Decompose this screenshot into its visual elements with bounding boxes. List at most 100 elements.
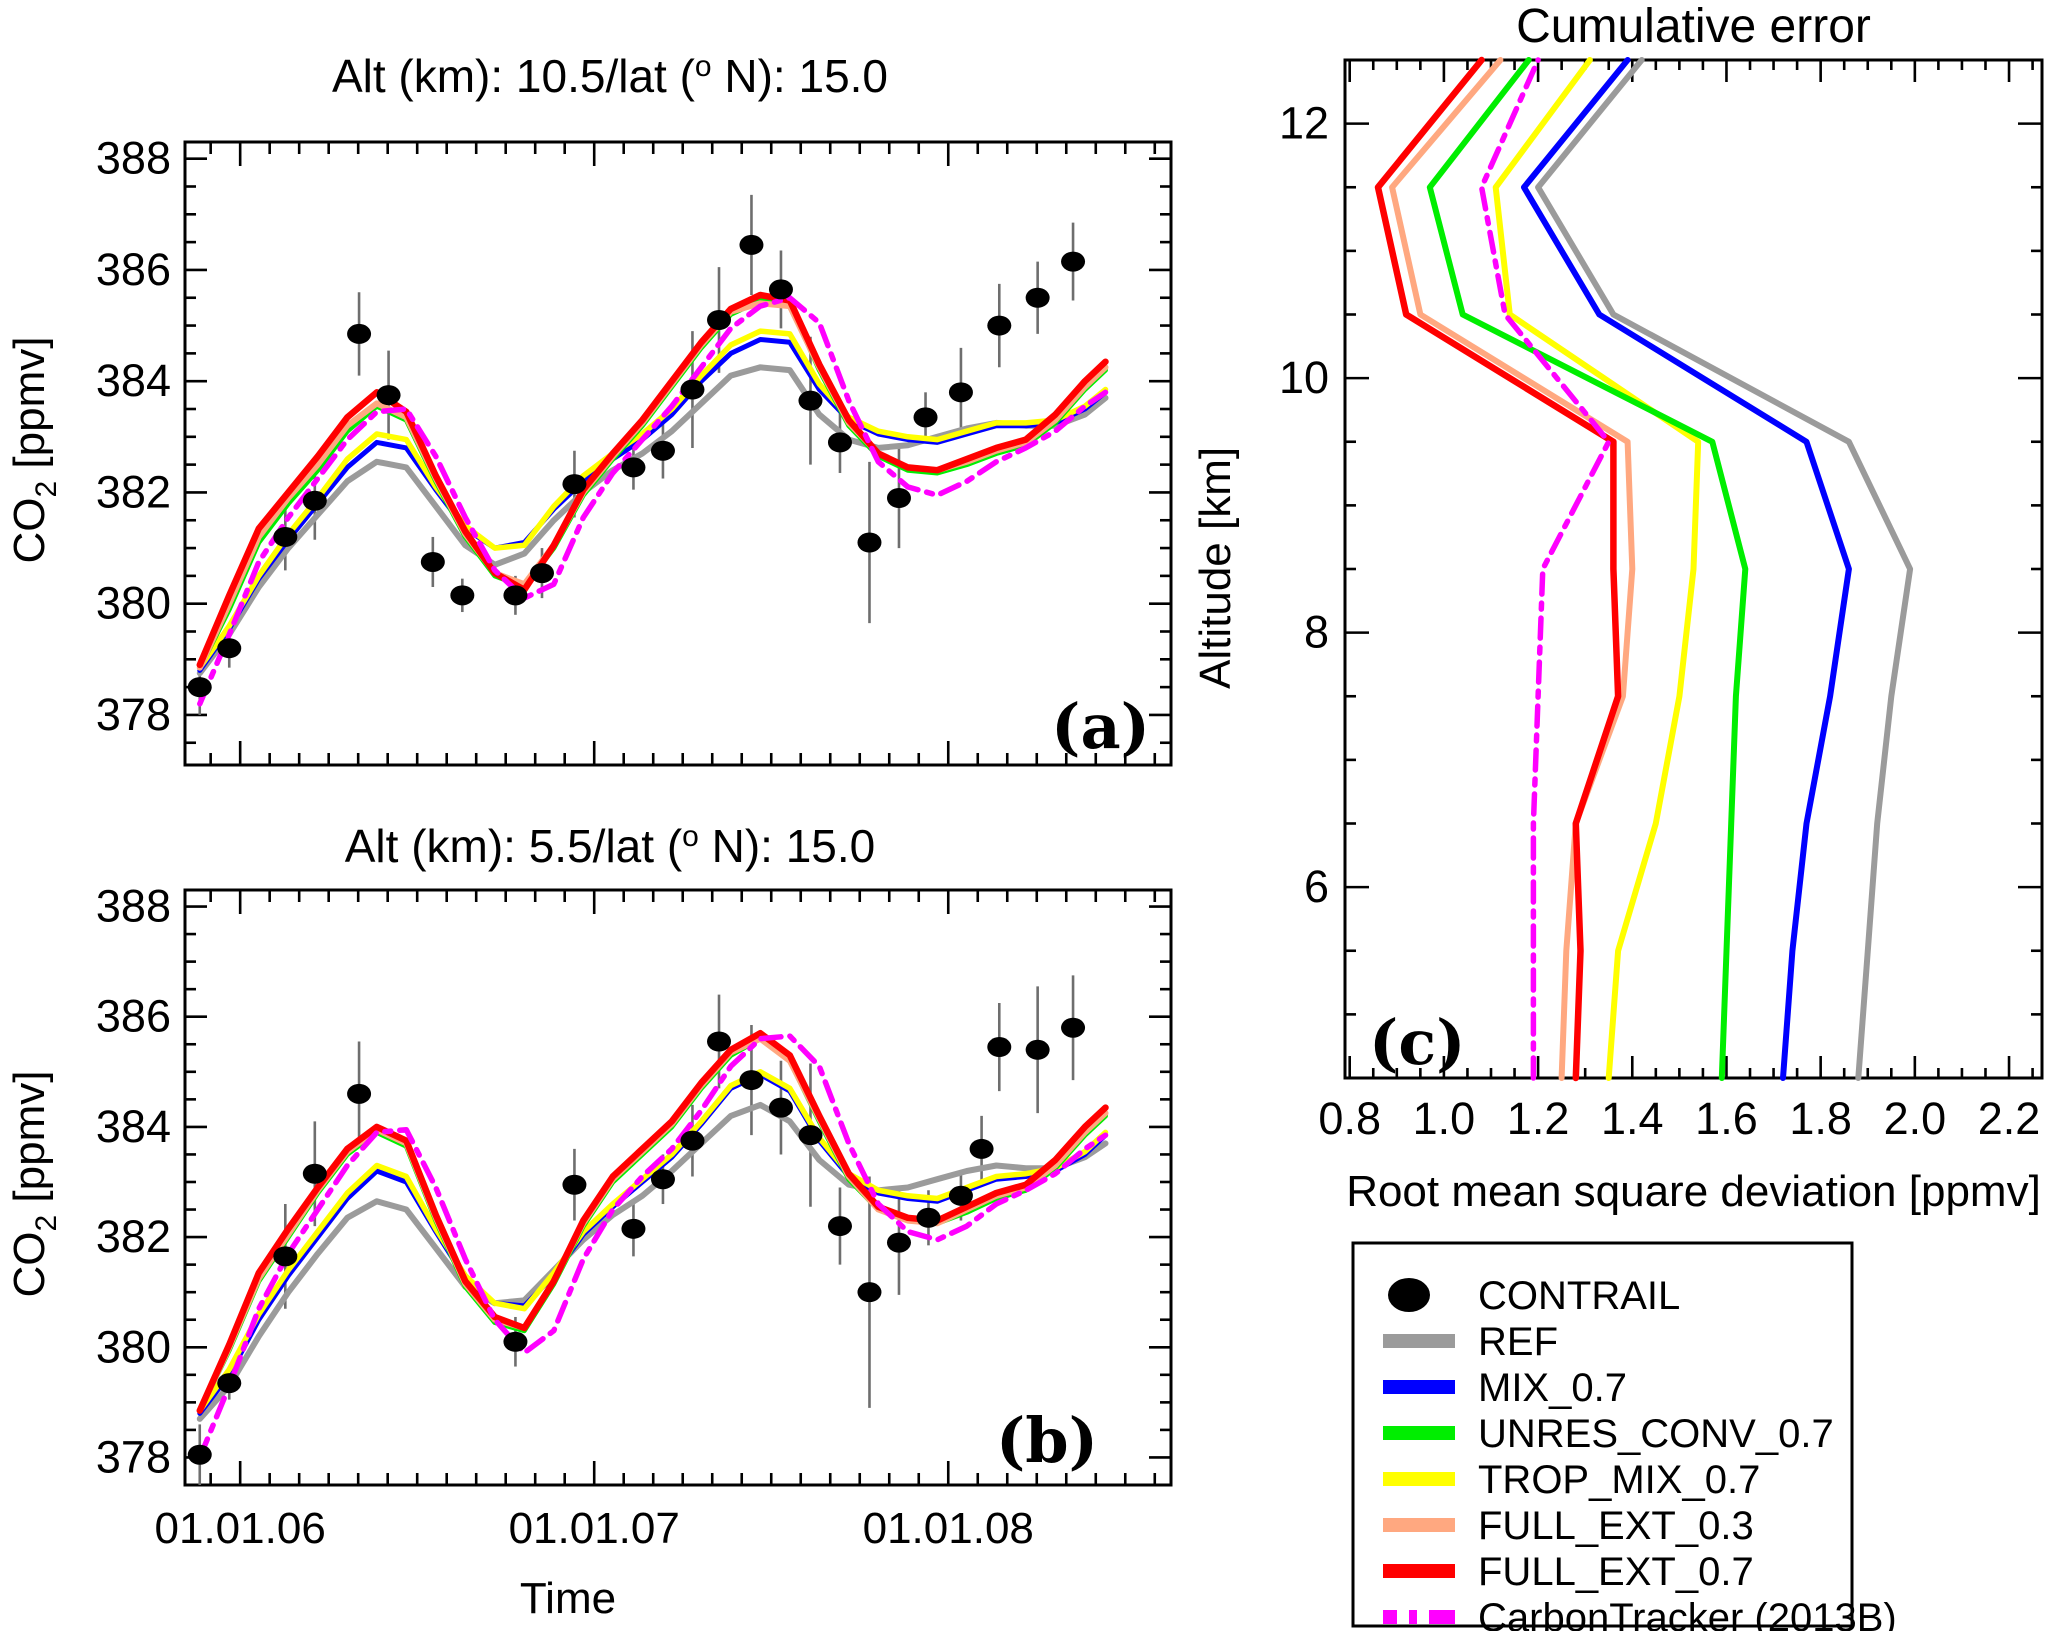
plot-frame [183,888,1173,1487]
legend-marker-dot [1388,1278,1430,1312]
y-axis-label: Altitude [km] [1191,447,1240,689]
contrail-point [987,315,1012,336]
y-tick-label: 10 [1279,352,1329,403]
contrail-point [987,1037,1012,1058]
x-axis-label: Time [520,1574,616,1623]
profile-line-MIX_0.7 [1521,57,1852,1081]
legend-marker-dashdot [1383,1610,1397,1624]
y-tick-label: 380 [96,1321,171,1372]
legend-item-label: FULL_EXT_0.3 [1478,1504,1754,1548]
legend-item-label: UNRES_CONV_0.7 [1478,1412,1834,1456]
plot-frame [183,140,1173,767]
y-tick-label: 6 [1304,861,1329,912]
x-tick-label: 01.01.07 [509,1504,680,1553]
contrail-point [187,1444,212,1465]
contrail-point [273,1246,298,1267]
x-tick-label: 01.01.06 [155,1504,326,1553]
contrail-point [302,490,327,511]
x-tick-label: 01.01.08 [863,1504,1034,1553]
contrail-point [857,1282,882,1303]
panel-title: Cumulative error [1516,0,1871,53]
model-line-MIX_0.7 [197,1072,1108,1416]
contrail-point [621,457,646,478]
model-line-REF [196,1101,1109,1422]
contrail-point [768,279,793,300]
panel-b: 01.01.06 01.01.07 01.01.08 378 380 382 384 386 3… [5,820,1173,1623]
model-line-FULL_EXT_0.7 [196,291,1109,669]
legend-item-label: TROP_MIX_0.7 [1478,1458,1760,1502]
contrail-point [739,234,764,255]
contrail-point [302,1163,327,1184]
contrail-point [376,385,401,406]
y-tick-label: 12 [1279,98,1329,149]
contrail-point [529,563,554,584]
x-tick-label: 0.8 [1318,1093,1381,1144]
y-tick-label: 388 [96,881,171,932]
contrail-point [913,407,938,428]
contrail-point [798,1125,823,1146]
contrail-point [420,551,445,572]
contrail-point [450,585,475,606]
contrail-point [948,382,973,403]
panel-title: Alt (km): 10.5/lat (o N): 15.0 [332,50,888,102]
profile-line-FULL_EXT_0.3 [1389,57,1636,1081]
legend-item-label: CONTRAIL [1478,1274,1680,1318]
y-axis-label: CO2 [ppmv] [5,337,63,564]
profile-line-CarbonTracker (2013B) [1478,57,1612,1081]
contrail-point [621,1218,646,1239]
panel-corner-label: (a) [1051,690,1150,763]
contrail-point [707,1031,732,1052]
legend-item-label: MIX_0.7 [1478,1366,1627,1410]
contrail-point [347,323,372,344]
legend-marker-line [1383,1472,1455,1486]
panel-corner-label: (c) [1369,1006,1465,1079]
legend-marker-dashdot [1409,1610,1417,1624]
contrail-point [680,379,705,400]
model-line-TROP_MIX_0.7 [197,1069,1109,1414]
panel-title: Alt (km): 5.5/lat (o N): 15.0 [345,820,876,872]
contrail-point [562,474,587,495]
contrail-point [969,1138,994,1159]
x-tick-label: 1.8 [1789,1093,1852,1144]
y-tick-label: 380 [96,578,171,629]
legend: CONTRAILREFMIX_0.7UNRES_CONV_0.7TROP_MIX… [1351,1241,1897,1631]
y-axis-label: CO2 [ppmv] [5,1071,63,1298]
legend-item-label: FULL_EXT_0.7 [1478,1550,1754,1594]
contrail-point [886,1232,911,1253]
model-line-FULL_EXT_0.7 [196,1029,1109,1414]
y-tick-label: 378 [96,1431,171,1482]
y-tick-label: 384 [96,355,171,406]
contrail-point [217,638,242,659]
contrail-point [886,488,911,508]
contrail-point [503,585,528,606]
y-tick-label: 8 [1304,607,1329,658]
legend-marker-line [1383,1380,1455,1394]
legend-item-label: REF [1478,1320,1558,1364]
x-axis-label: Root mean square deviation [ppmv] [1346,1167,2041,1216]
legend-item-label: CarbonTracker (2013B) [1478,1596,1897,1631]
contrail-point [798,390,823,411]
contrail-point [650,440,675,461]
x-tick-label: 2.2 [1978,1093,2041,1144]
x-tick-label: 1.2 [1507,1093,1570,1144]
legend-marker-line [1383,1564,1455,1578]
y-tick-label: 386 [96,244,171,295]
contrail-point [217,1373,242,1394]
contrail-point [680,1130,705,1151]
legend-marker-line [1383,1518,1455,1532]
panel-c: 0.8 1.0 1.2 1.4 1.6 1.8 2.0 2.2 6 8 10 12 Cumulative… [1191,0,2044,1216]
x-tick-label: 1.0 [1413,1093,1476,1144]
contrail-point [768,1097,793,1118]
profile-line-FULL_EXT_0.7 [1374,56,1622,1082]
y-tick-label: 384 [96,1101,171,1152]
y-tick-label: 386 [96,991,171,1042]
legend-marker-line [1383,1426,1455,1440]
model-line-CarbonTracker (2013B) [197,1033,1109,1461]
contrail-point [187,677,212,698]
x-tick-label: 1.4 [1601,1093,1664,1144]
x-tick-label: 1.6 [1695,1093,1758,1144]
y-tick-label: 388 [96,133,171,184]
contrail-point [650,1169,675,1190]
contrail-point [347,1083,372,1104]
